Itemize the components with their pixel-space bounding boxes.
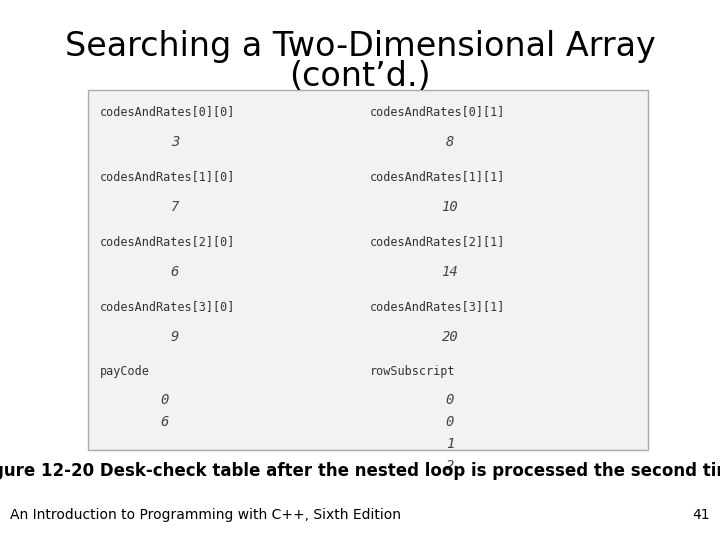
Text: 6: 6 — [171, 265, 179, 279]
Text: Searching a Two-Dimensional Array: Searching a Two-Dimensional Array — [65, 30, 655, 63]
Text: 7: 7 — [171, 200, 179, 214]
FancyBboxPatch shape — [88, 90, 648, 450]
Text: 6: 6 — [161, 415, 169, 429]
Text: codesAndRates[3][0]: codesAndRates[3][0] — [100, 300, 235, 313]
Text: codesAndRates[0][1]: codesAndRates[0][1] — [370, 105, 505, 118]
Text: rowSubscript: rowSubscript — [370, 365, 456, 378]
Text: 8: 8 — [446, 135, 454, 149]
Text: 14: 14 — [441, 265, 459, 279]
Text: 2: 2 — [446, 459, 454, 473]
Text: 1: 1 — [446, 437, 454, 451]
Text: codesAndRates[2][1]: codesAndRates[2][1] — [370, 235, 505, 248]
Text: codesAndRates[0][0]: codesAndRates[0][0] — [100, 105, 235, 118]
Text: 3: 3 — [171, 135, 179, 149]
Text: 41: 41 — [693, 508, 710, 522]
Text: 0: 0 — [446, 415, 454, 429]
Text: codesAndRates[3][1]: codesAndRates[3][1] — [370, 300, 505, 313]
Text: 20: 20 — [441, 330, 459, 344]
Text: Figure 12-20 Desk-check table after the nested loop is processed the second time: Figure 12-20 Desk-check table after the … — [0, 462, 720, 480]
Text: 0: 0 — [161, 393, 169, 407]
Text: payCode: payCode — [100, 365, 150, 378]
Text: (cont’d.): (cont’d.) — [289, 60, 431, 93]
Text: 0: 0 — [446, 393, 454, 407]
Text: codesAndRates[1][1]: codesAndRates[1][1] — [370, 170, 505, 183]
Text: 9: 9 — [171, 330, 179, 344]
Text: codesAndRates[1][0]: codesAndRates[1][0] — [100, 170, 235, 183]
Text: 10: 10 — [441, 200, 459, 214]
Text: An Introduction to Programming with C++, Sixth Edition: An Introduction to Programming with C++,… — [10, 508, 401, 522]
Text: codesAndRates[2][0]: codesAndRates[2][0] — [100, 235, 235, 248]
